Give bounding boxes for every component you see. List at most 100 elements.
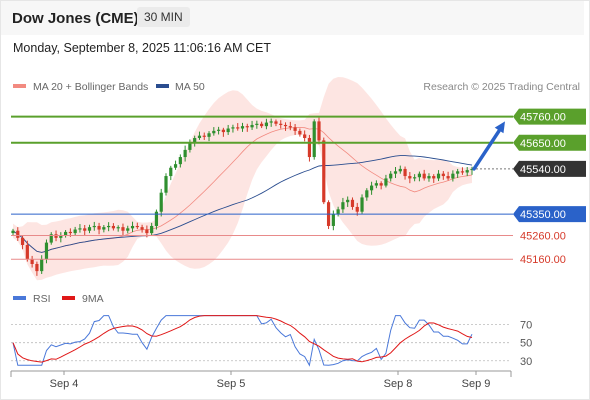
candle [365, 188, 369, 201]
trend-arrow [472, 121, 505, 171]
bollinger-band [13, 77, 472, 281]
candle [456, 168, 460, 178]
candle [11, 228, 15, 235]
candle [293, 124, 297, 135]
x-tick-label: Sep 9 [462, 378, 491, 390]
candle [274, 119, 278, 127]
x-tick-label: Sep 4 [50, 378, 79, 390]
rsi-tick-label: 50 [520, 338, 532, 350]
level-label: 45760.00 [520, 112, 566, 124]
candle [264, 118, 269, 130]
candle [360, 194, 364, 214]
candle [245, 123, 249, 132]
candle [403, 166, 407, 180]
ma50-legend-swatch [156, 84, 169, 88]
candle [326, 200, 331, 230]
candle [298, 128, 302, 137]
candle [451, 170, 455, 182]
candle [202, 132, 206, 140]
candle [173, 160, 178, 170]
candle [116, 225, 120, 232]
candle [59, 232, 63, 243]
rsi-tick-label: 70 [520, 320, 532, 332]
candle [307, 134, 312, 162]
candle [379, 181, 383, 190]
level-support: 45260.00 [11, 230, 566, 242]
candle [102, 225, 106, 233]
candle [63, 230, 68, 238]
rsi-tick-label: 30 [520, 356, 532, 368]
candle [178, 154, 182, 168]
candle [269, 118, 273, 127]
candle [231, 124, 235, 133]
level-label: 45650.00 [520, 138, 566, 150]
chart-header: Dow Jones (CME) 30 MIN [1, 1, 584, 35]
timeframe-button[interactable]: 30 MIN [137, 7, 190, 27]
candle [427, 173, 431, 182]
candle [159, 188, 163, 217]
candle [73, 226, 77, 235]
candle [83, 225, 87, 235]
level-label: 45260.00 [520, 230, 566, 242]
candle [288, 121, 292, 131]
source-label: Research © 2025 Trading Central [423, 81, 580, 93]
candle [207, 131, 211, 142]
candle [30, 255, 34, 268]
candle [193, 135, 197, 147]
candle [336, 206, 340, 217]
candle [398, 165, 402, 174]
level-label: 45350.00 [520, 209, 566, 221]
candle [322, 137, 326, 205]
candle [422, 169, 426, 181]
candle [341, 197, 345, 213]
ma9-legend-swatch [62, 296, 75, 300]
candle [140, 224, 144, 233]
candle [255, 120, 259, 129]
candle [107, 222, 111, 232]
candle [384, 174, 388, 188]
x-tick-label: Sep 5 [217, 378, 246, 390]
candle [236, 123, 240, 131]
candle [346, 196, 350, 207]
level-last: 45540.00 [472, 160, 586, 177]
candle [221, 127, 225, 137]
candle [436, 170, 441, 182]
candle [135, 222, 139, 230]
candle [460, 167, 465, 175]
candle [260, 121, 264, 129]
candle [432, 174, 436, 183]
ma9-legend-label: 9MA [82, 293, 104, 305]
candle [312, 119, 316, 160]
candle [369, 181, 374, 195]
candle [169, 165, 173, 181]
candle [283, 122, 288, 131]
level-resistance: 45650.00 [11, 134, 586, 151]
rsi-legend-swatch [13, 296, 26, 300]
candle [226, 124, 230, 135]
candle [111, 223, 116, 231]
x-tick-label: Sep 8 [384, 378, 413, 390]
candle [374, 180, 378, 189]
candle [408, 172, 412, 184]
candle [87, 224, 92, 234]
candle [350, 197, 355, 210]
candle [331, 210, 335, 231]
candle [35, 261, 39, 276]
instrument-title: Dow Jones (CME) [12, 10, 139, 27]
candle [465, 167, 469, 177]
candle [240, 122, 245, 132]
candle [216, 126, 221, 135]
candle [446, 171, 450, 181]
candle [25, 240, 29, 262]
rsi-legend-label: RSI [33, 293, 51, 305]
candle [197, 131, 202, 140]
candle [317, 117, 321, 145]
candle [389, 171, 393, 182]
candle [303, 130, 307, 142]
candle [417, 171, 422, 182]
level-pivot: 45350.00 [11, 206, 586, 223]
candle [150, 222, 154, 236]
candle [78, 224, 82, 233]
candle [126, 225, 130, 234]
